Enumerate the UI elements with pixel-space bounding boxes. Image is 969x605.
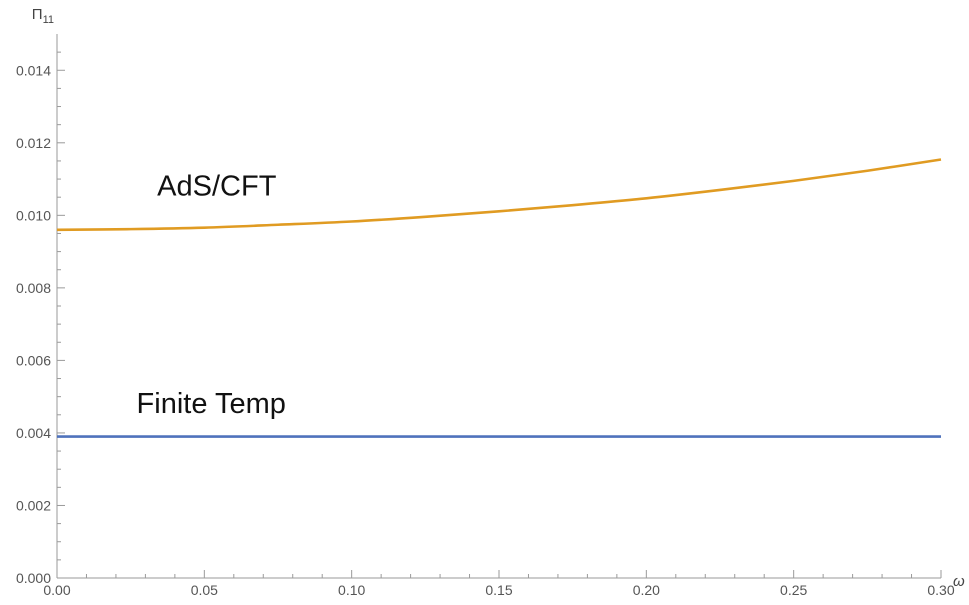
y-axis-title-subscript: 11 (43, 14, 54, 26)
x-tick-label: 0.20 (633, 582, 660, 598)
tick-labels: 0.00 0.05 0.10 0.15 0.20 0.25 0.30 0.000 0.002 0.… (16, 62, 955, 598)
y-tick-label: 0.012 (16, 135, 51, 151)
x-tick-label: 0.05 (191, 582, 218, 598)
annotation-finite-temp: Finite Temp (137, 388, 286, 420)
y-axis-title: Π11 (32, 6, 54, 26)
x-tick-label: 0.10 (338, 582, 365, 598)
x-tick-label: 0.00 (43, 582, 70, 598)
y-tick-label: 0.002 (16, 497, 51, 513)
ticks (56, 51, 942, 579)
y-tick-label: 0.010 (16, 207, 51, 223)
x-tick-label: 0.30 (927, 582, 954, 598)
y-axis-title-symbol: Π (32, 6, 43, 23)
y-tick-label: 0.014 (16, 62, 51, 78)
series-layer (56, 158, 942, 438)
axes (56, 34, 941, 579)
axis-titles: Π11 ω (32, 6, 965, 590)
annotation-ads-cft: AdS/CFT (157, 170, 277, 202)
y-tick-label: 0.008 (16, 280, 51, 296)
series-line-ads-cft (56, 158, 942, 232)
annotation-layer: AdS/CFT Finite Temp (137, 170, 286, 420)
x-tick-label: 0.25 (780, 582, 807, 598)
y-tick-label: 0.006 (16, 352, 51, 368)
x-axis-title: ω (953, 573, 965, 590)
x-tick-label: 0.15 (485, 582, 512, 598)
y-tick-label: 0.000 (16, 570, 51, 586)
y-tick-label: 0.004 (16, 425, 51, 441)
